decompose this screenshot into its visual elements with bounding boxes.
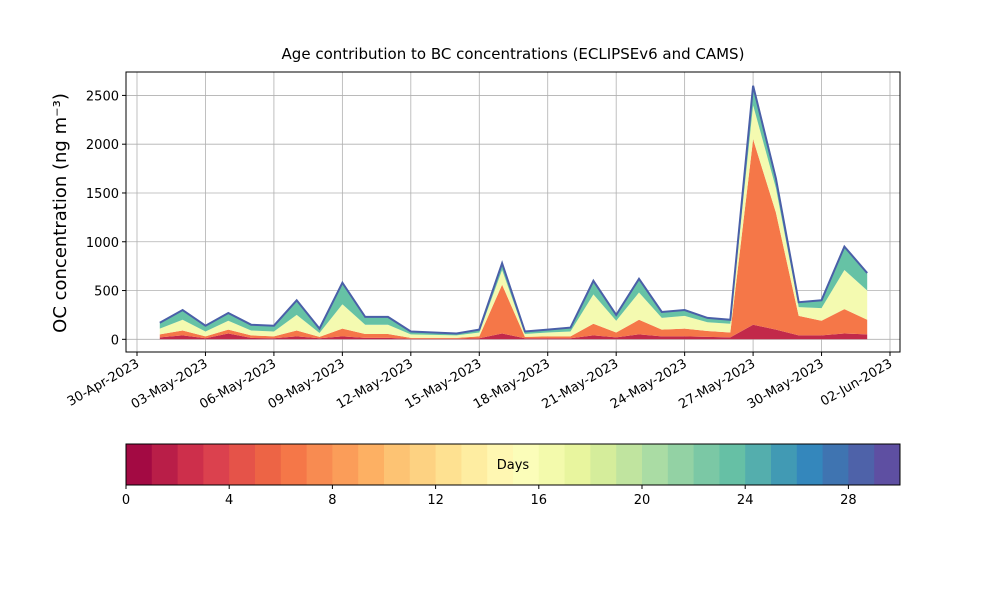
colorbar-cell <box>771 444 798 485</box>
colorbar-cell <box>719 444 746 485</box>
colorbar-tick-label: 4 <box>225 493 233 508</box>
colorbar-cell <box>538 444 566 485</box>
colorbar-cell <box>384 444 411 485</box>
colorbar-cell <box>126 444 153 485</box>
colorbar-frame <box>125 443 901 486</box>
colorbar-cell <box>487 444 514 485</box>
chart-title: Age contribution to BC concentrations (E… <box>282 45 745 63</box>
y-tick-label: 2500 <box>86 89 119 104</box>
colorbar-cell <box>332 444 359 485</box>
colorbar-cell <box>177 444 204 485</box>
colorbar-cell <box>796 444 824 485</box>
colorbar-cell <box>461 444 488 485</box>
area-layer <box>159 324 868 340</box>
colorbar-tick-label: 16 <box>531 493 548 508</box>
colorbar-tick-label: 24 <box>737 493 754 508</box>
colorbar-label: Days <box>497 458 530 473</box>
colorbar-cell <box>693 444 720 485</box>
colorbar-cell <box>745 444 772 485</box>
colorbar-tick-label: 12 <box>427 493 444 508</box>
colorbar-tick-label: 0 <box>122 493 130 508</box>
colorbar-cell <box>151 444 179 485</box>
y-tick-label: 2000 <box>86 138 119 153</box>
colorbar-cell <box>255 444 282 485</box>
colorbar-cell <box>306 444 333 485</box>
colorbar-cell <box>616 444 643 485</box>
colorbar-cell <box>203 444 230 485</box>
colorbar-tick-label: 20 <box>634 493 651 508</box>
y-tick-label: 500 <box>94 285 119 300</box>
area-layer <box>159 139 868 339</box>
colorbar-cell <box>280 444 308 485</box>
colorbar-cell <box>409 444 437 485</box>
colorbar-cell <box>590 444 617 485</box>
colorbar-tick-label: 8 <box>328 493 336 508</box>
colorbar-cell <box>229 444 256 485</box>
colorbar-cell <box>358 444 385 485</box>
colorbar-cell <box>848 444 875 485</box>
colorbar-cell <box>822 444 849 485</box>
plot-frame <box>125 71 901 353</box>
colorbar-cell <box>642 444 669 485</box>
colorbar-cell <box>667 444 695 485</box>
colorbar-tick-label: 28 <box>840 493 857 508</box>
y-tick-label: 1500 <box>86 187 119 202</box>
total-outline <box>159 85 868 335</box>
colorbar-cell <box>874 444 901 485</box>
y-tick-label: 1000 <box>86 236 119 251</box>
colorbar-cell <box>513 444 540 485</box>
colorbar-cell <box>564 444 591 485</box>
y-axis-label: OC concentration (ng m⁻³) <box>50 93 71 333</box>
colorbar-cell <box>435 444 462 485</box>
y-tick-label: 0 <box>111 333 119 348</box>
